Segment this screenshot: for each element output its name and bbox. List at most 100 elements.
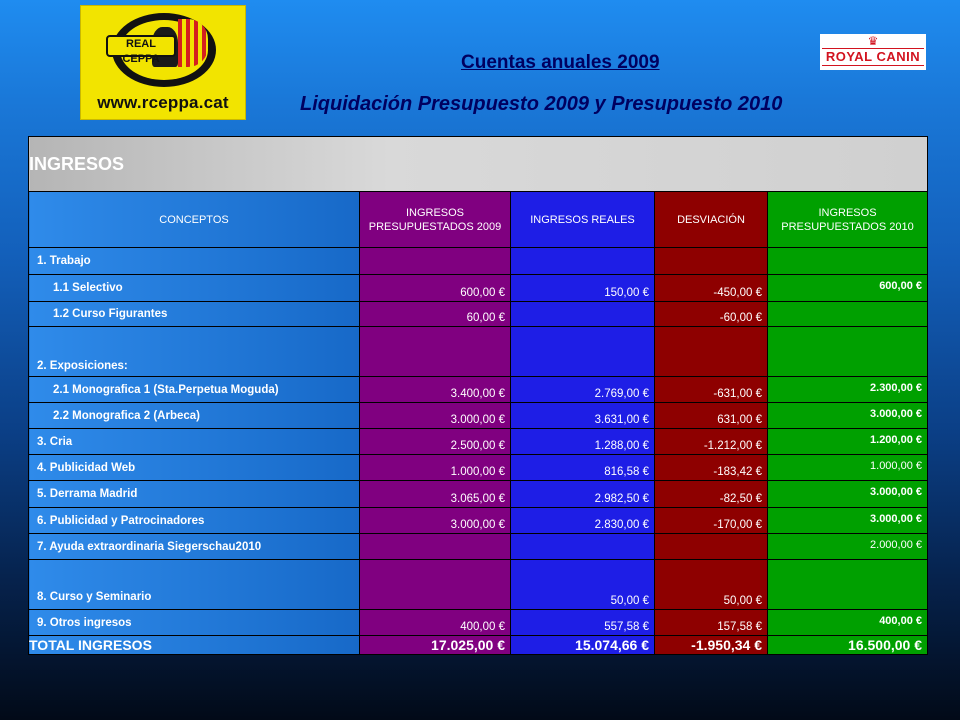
table-section-row: INGRESOS xyxy=(27,136,929,192)
cell-real: 2.982,50 € xyxy=(510,480,655,508)
row-concept: 9. Otros ingresos xyxy=(28,609,360,636)
cell-pres2009: 2.500,00 € xyxy=(359,428,511,455)
row-concept: 4. Publicidad Web xyxy=(28,454,360,481)
cell-real xyxy=(510,533,655,560)
cell-pres2009: 3.400,00 € xyxy=(359,376,511,403)
cell-pres2010 xyxy=(766,301,929,327)
cell-desv: -183,42 € xyxy=(654,454,768,481)
cell-desv xyxy=(654,326,768,377)
cell-desv: -1.212,00 € xyxy=(654,428,768,455)
royal-canin-logo: ♛ ROYAL CANIN xyxy=(820,34,926,70)
cell-pres2009 xyxy=(359,326,511,377)
table-row: 3. Cria 2.500,00 € 1.288,00 € -1.212,00 … xyxy=(28,428,929,455)
rceppa-logo: REAL CEPPA www.rceppa.cat xyxy=(80,5,246,120)
cell-pres2010: 1.000,00 € xyxy=(766,454,929,481)
cell-real: 3.631,00 € xyxy=(510,402,655,429)
cell-desv: -82,50 € xyxy=(654,480,768,508)
cell-pres2010: 2.000,00 € xyxy=(766,533,929,560)
cell-pres2009 xyxy=(359,247,511,275)
cell-desv: -450,00 € xyxy=(654,274,768,302)
total-desv: -1.950,34 € xyxy=(654,635,768,655)
ceppa-emblem-icon: REAL CEPPA xyxy=(106,10,219,90)
table-header-row: CONCEPTOS INGRESOS PRESUPUESTADOS 2009 I… xyxy=(28,191,929,248)
cell-pres2009: 1.000,00 € xyxy=(359,454,511,481)
cell-desv: 157,58 € xyxy=(654,609,768,636)
cell-real: 557,58 € xyxy=(510,609,655,636)
table-row: 1. Trabajo xyxy=(28,247,929,275)
cell-real: 2.830,00 € xyxy=(510,507,655,534)
cell-desv: 50,00 € xyxy=(654,559,768,610)
table-row: 1.1 Selectivo 600,00 € 150,00 € -450,00 … xyxy=(28,274,929,302)
cell-pres2010: 3.000,00 € xyxy=(766,402,929,429)
cell-pres2010: 3.000,00 € xyxy=(766,507,929,534)
table-row: 2.2 Monografica 2 (Arbeca) 3.000,00 € 3.… xyxy=(28,402,929,429)
table-row: 6. Publicidad y Patrocinadores 3.000,00 … xyxy=(28,507,929,534)
cell-real xyxy=(510,326,655,377)
row-concept: 2.2 Monografica 2 (Arbeca) xyxy=(28,402,360,429)
cell-desv: -60,00 € xyxy=(654,301,768,327)
row-concept: 6. Publicidad y Patrocinadores xyxy=(28,507,360,534)
cell-pres2009: 3.065,00 € xyxy=(359,480,511,508)
cell-pres2010 xyxy=(766,559,929,610)
income-table: INGRESOS CONCEPTOS INGRESOS PRESUPUESTAD… xyxy=(27,136,929,655)
row-concept: 7. Ayuda extraordinaria Siegerschau2010 xyxy=(28,533,360,560)
cell-desv xyxy=(654,533,768,560)
section-title: INGRESOS xyxy=(27,136,929,192)
table-row: 2. Exposiciones: xyxy=(28,326,929,377)
total-label: TOTAL INGRESOS xyxy=(28,635,360,655)
cell-pres2009: 3.000,00 € xyxy=(359,507,511,534)
cell-real: 2.769,00 € xyxy=(510,376,655,403)
row-concept: 8. Curso y Seminario xyxy=(28,559,360,610)
cell-pres2009 xyxy=(359,559,511,610)
cell-pres2009 xyxy=(359,533,511,560)
catalan-flag-icon xyxy=(178,19,208,67)
total-pres2009: 17.025,00 € xyxy=(359,635,511,655)
table-row: 4. Publicidad Web 1.000,00 € 816,58 € -1… xyxy=(28,454,929,481)
table-row: 1.2 Curso Figurantes 60,00 € -60,00 € xyxy=(28,301,929,327)
row-concept: 2.1 Monografica 1 (Sta.Perpetua Moguda) xyxy=(28,376,360,403)
cell-pres2009: 3.000,00 € xyxy=(359,402,511,429)
table-row: 7. Ayuda extraordinaria Siegerschau2010 … xyxy=(28,533,929,560)
col-header-conceptos: CONCEPTOS xyxy=(28,191,360,248)
cell-pres2009: 600,00 € xyxy=(359,274,511,302)
table-row: 8. Curso y Seminario 50,00 € 50,00 € xyxy=(28,559,929,610)
row-concept: 1. Trabajo xyxy=(28,247,360,275)
total-pres2010: 16.500,00 € xyxy=(766,635,929,655)
logo-ribbon: REAL CEPPA xyxy=(106,35,176,65)
cell-pres2010: 400,00 € xyxy=(766,609,929,636)
page-title: Cuentas anuales 2009 xyxy=(461,52,660,73)
cell-pres2010: 600,00 € xyxy=(766,274,929,302)
cell-desv: -631,00 € xyxy=(654,376,768,403)
cell-desv xyxy=(654,247,768,275)
total-real: 15.074,66 € xyxy=(510,635,655,655)
cell-pres2009: 400,00 € xyxy=(359,609,511,636)
row-concept: 1.2 Curso Figurantes xyxy=(28,301,360,327)
page-subtitle: Liquidación Presupuesto 2009 y Presupues… xyxy=(300,93,783,115)
cell-desv: 631,00 € xyxy=(654,402,768,429)
col-header-pres2009: INGRESOS PRESUPUESTADOS 2009 xyxy=(359,191,511,248)
row-concept: 3. Cria xyxy=(28,428,360,455)
cell-real: 1.288,00 € xyxy=(510,428,655,455)
royal-canin-brand: ROYAL CANIN xyxy=(822,48,924,66)
cell-real: 50,00 € xyxy=(510,559,655,610)
cell-pres2009: 60,00 € xyxy=(359,301,511,327)
cell-real xyxy=(510,247,655,275)
row-concept: 5. Derrama Madrid xyxy=(28,480,360,508)
cell-desv: -170,00 € xyxy=(654,507,768,534)
cell-pres2010 xyxy=(766,326,929,377)
table-row: 2.1 Monografica 1 (Sta.Perpetua Moguda) … xyxy=(28,376,929,403)
row-concept: 1.1 Selectivo xyxy=(28,274,360,302)
cell-real: 816,58 € xyxy=(510,454,655,481)
table-row: 5. Derrama Madrid 3.065,00 € 2.982,50 € … xyxy=(28,480,929,508)
crown-icon: ♛ xyxy=(867,34,879,48)
cell-pres2010 xyxy=(766,247,929,275)
cell-real: 150,00 € xyxy=(510,274,655,302)
logo-url: www.rceppa.cat xyxy=(97,93,229,112)
cell-pres2010: 3.000,00 € xyxy=(766,480,929,508)
cell-real xyxy=(510,301,655,327)
col-header-desviacion: DESVIACIÓN xyxy=(654,191,768,248)
table-total-row: TOTAL INGRESOS 17.025,00 € 15.074,66 € -… xyxy=(28,635,929,655)
col-header-pres2010: INGRESOS PRESUPUESTADOS 2010 xyxy=(766,191,929,248)
row-concept: 2. Exposiciones: xyxy=(28,326,360,377)
cell-pres2010: 2.300,00 € xyxy=(766,376,929,403)
